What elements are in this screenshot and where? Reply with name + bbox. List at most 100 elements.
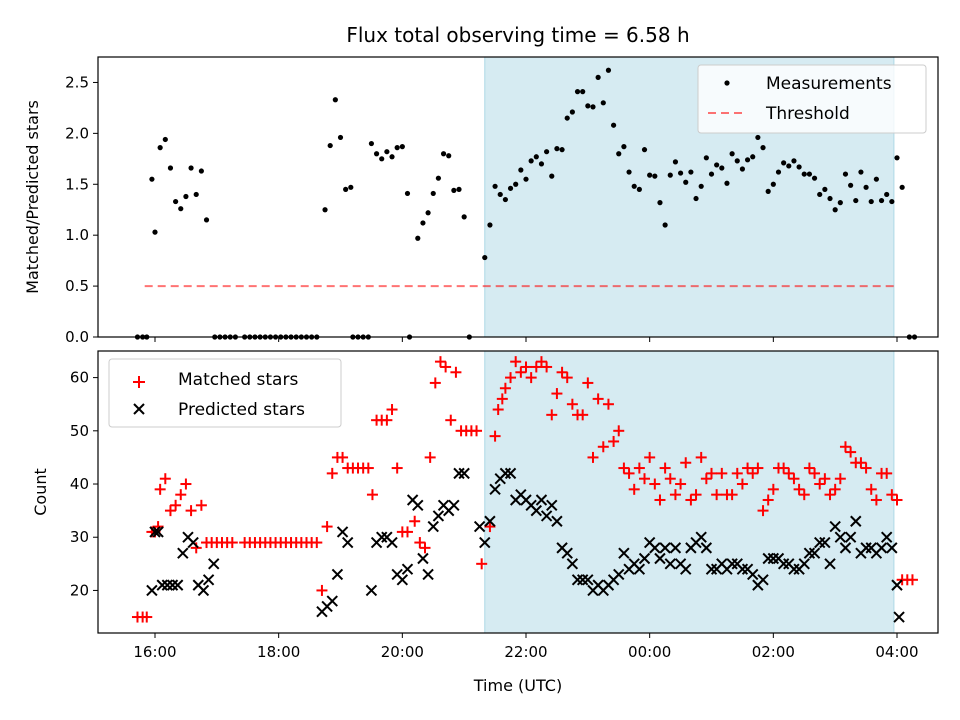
- predicted-star-point: [829, 520, 841, 533]
- matched-star-point: [752, 462, 764, 474]
- predicted-star-point: [571, 574, 584, 586]
- predicted-star-point: [824, 558, 836, 570]
- measurement-point: [322, 207, 328, 213]
- matched-star-point: [175, 489, 187, 501]
- measurement-point: [502, 196, 508, 203]
- predicted-star-point: [432, 510, 445, 522]
- measurement-point: [497, 191, 503, 198]
- predicted-star-point: [561, 547, 573, 559]
- matched-star-point: [434, 356, 446, 368]
- measurement-point: [389, 154, 395, 160]
- measurement-point: [765, 188, 771, 194]
- predicted-star-point: [814, 536, 826, 549]
- predicted-star-point: [680, 563, 692, 575]
- matched-star-point: [592, 393, 604, 405]
- matched-star-point: [839, 441, 851, 453]
- y-tick-label: 0.5: [65, 277, 89, 295]
- matched-star-point: [326, 467, 338, 479]
- measurement-point: [781, 160, 787, 166]
- matched-star-point: [870, 494, 882, 506]
- measurement-point: [848, 182, 854, 188]
- matched-star-point: [195, 499, 207, 511]
- predicted-star-point: [798, 558, 810, 570]
- predicted-star-point: [479, 536, 491, 549]
- matched-star-point: [654, 494, 666, 506]
- predicted-star-point: [664, 558, 676, 570]
- matched-star-point: [471, 425, 483, 437]
- x-axis-label: Time (UTC): [473, 676, 562, 695]
- matched-star-point: [164, 505, 176, 517]
- measurement-point: [559, 147, 565, 153]
- matched-star-point: [602, 398, 614, 410]
- predicted-star-point: [893, 611, 905, 623]
- measurement-point: [719, 165, 725, 171]
- predicted-star-point: [767, 552, 780, 565]
- predicted-star-point: [208, 558, 220, 570]
- matched-star-point: [440, 361, 452, 373]
- matched-star-point: [762, 494, 774, 506]
- measurement-point: [198, 168, 204, 174]
- predicted-star-point: [473, 520, 486, 533]
- x-tick-label: 00:00: [628, 643, 671, 661]
- measurement-point: [775, 169, 782, 175]
- measurement-points: [134, 67, 918, 340]
- matched-star-point: [731, 467, 743, 479]
- matched-star-point: [445, 414, 457, 426]
- top-panel: 0.0 0.5 1.0 1.5 2.0 2.5 Matched/Predicted sta…: [23, 56, 939, 346]
- measurement-point: [399, 144, 405, 150]
- measurement-point: [569, 109, 575, 115]
- matched-star-point: [577, 409, 589, 421]
- matched-star-point: [152, 521, 164, 533]
- predicted-star-points: [146, 467, 905, 623]
- measurement-point: [827, 195, 833, 202]
- x-tick-label: 22:00: [504, 643, 547, 661]
- predicted-star-point: [156, 579, 168, 591]
- measurement-point: [203, 217, 210, 223]
- matched-star-point: [659, 462, 671, 474]
- predicted-star-point: [705, 563, 718, 575]
- matched-star-point: [180, 478, 192, 490]
- matched-star-point: [492, 404, 504, 416]
- bottom-y-ticks: 20 30 40 50 60: [70, 369, 98, 599]
- predicted-star-point: [654, 552, 666, 565]
- matched-star-point: [409, 515, 421, 527]
- predicted-star-point: [489, 483, 501, 496]
- measurement-point: [770, 181, 776, 187]
- measurement-point: [425, 210, 431, 216]
- matched-star-point: [639, 473, 651, 485]
- matched-star-point: [680, 457, 692, 469]
- predicted-star-point: [875, 542, 888, 554]
- x-tick-label: 16:00: [133, 643, 176, 661]
- measurement-point: [549, 173, 555, 179]
- predicted-star-point: [427, 520, 439, 533]
- matched-star-point: [819, 473, 831, 485]
- matched-star-point: [597, 441, 609, 453]
- legend-measurements-marker: [724, 80, 730, 86]
- matched-star-point: [450, 366, 462, 378]
- matched-star-point: [881, 467, 893, 479]
- predicted-star-point: [808, 547, 821, 559]
- predicted-star-point: [453, 467, 465, 480]
- predicted-star-point: [365, 584, 378, 597]
- matched-star-point: [783, 467, 795, 479]
- matched-star-point: [669, 489, 681, 501]
- matched-star-point: [778, 462, 790, 474]
- measurement-point: [451, 187, 457, 193]
- measurement-point: [461, 214, 467, 220]
- measurement-point: [574, 89, 581, 95]
- matched-star-point: [706, 467, 717, 479]
- predicted-star-point: [177, 547, 189, 559]
- measurement-point: [863, 184, 869, 190]
- measurement-point: [430, 190, 436, 197]
- predicted-star-point: [860, 542, 872, 554]
- matched-star-point: [891, 494, 903, 506]
- bottom-legend: Matched stars Predicted stars: [108, 358, 342, 428]
- matched-star-point: [742, 462, 754, 474]
- predicted-star-point: [886, 542, 898, 554]
- matched-star-point: [159, 473, 171, 485]
- predicted-star-point: [788, 563, 800, 575]
- matched-star-point: [190, 542, 202, 554]
- measurement-point: [667, 172, 673, 178]
- matched-star-point: [515, 366, 527, 378]
- predicted-star-point: [582, 574, 594, 586]
